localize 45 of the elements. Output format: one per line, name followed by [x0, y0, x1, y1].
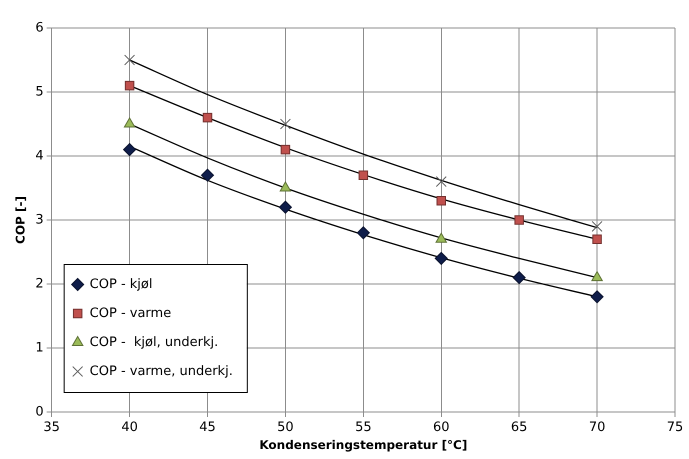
point — [592, 234, 602, 244]
legend-label: COP - kjøl, underkj. — [90, 334, 218, 350]
point — [356, 226, 370, 240]
point — [358, 170, 368, 180]
y-tick-label: 6 — [35, 20, 44, 36]
y-tick-label: 3 — [35, 212, 44, 228]
x-tick-label: 75 — [666, 420, 684, 436]
point — [590, 290, 604, 304]
point — [514, 215, 524, 225]
legend-label: COP - varme, underkj. — [90, 364, 233, 379]
point — [278, 200, 292, 214]
point — [280, 118, 291, 130]
point — [512, 271, 526, 284]
point — [201, 168, 214, 182]
point — [202, 112, 212, 122]
legend-label: COP - varme — [90, 306, 172, 321]
point — [436, 176, 447, 188]
point — [123, 143, 136, 156]
legend-label: COP - kjøl — [90, 276, 152, 292]
point — [434, 252, 448, 265]
point — [124, 118, 136, 128]
x-tick-label: 60 — [432, 420, 450, 436]
y-axis-title: COP [-] — [13, 196, 28, 244]
x-tick-label: 65 — [510, 420, 528, 436]
point — [436, 232, 447, 243]
y-tick-label: 1 — [35, 340, 44, 356]
point — [124, 54, 136, 66]
point — [280, 144, 290, 154]
point — [280, 182, 292, 192]
x-tick-label: 50 — [277, 420, 294, 436]
y-tick-label: 4 — [35, 148, 44, 164]
x-tick-label: 35 — [43, 420, 60, 436]
point — [124, 80, 134, 90]
y-tick-label: 0 — [35, 404, 44, 420]
x-axis-title: Kondenseringstemperatur [°C] — [259, 438, 468, 452]
y-tick-label: 5 — [35, 84, 44, 100]
x-tick-label: 70 — [588, 420, 606, 436]
point — [592, 220, 603, 232]
line-series — [128, 59, 598, 228]
x-tick-label: 40 — [121, 420, 138, 436]
y-tick-label: 2 — [35, 276, 44, 292]
x-tick-label: 45 — [199, 420, 216, 436]
point — [591, 271, 603, 282]
x-tick-label: 55 — [355, 420, 372, 436]
point — [436, 196, 446, 206]
